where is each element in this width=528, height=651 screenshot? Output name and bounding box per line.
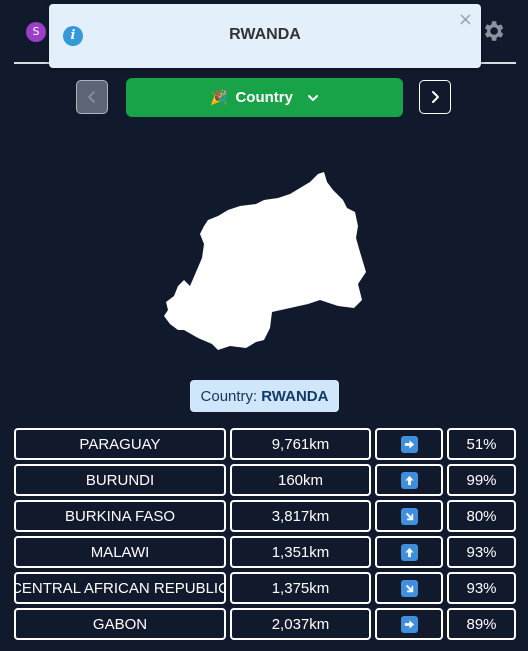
guess-country: GABON — [14, 608, 226, 640]
guess-row: CENTRAL AFRICAN REPUBLIC 1,375km 93% — [14, 572, 516, 608]
guess-country: PARAGUAY — [14, 428, 226, 460]
close-icon[interactable]: × — [457, 9, 473, 30]
party-popper-icon: 🎉 — [210, 89, 228, 106]
guess-direction — [375, 464, 443, 496]
arrow-east-icon — [400, 615, 418, 633]
guess-row: BURUNDI 160km 99% — [14, 464, 516, 500]
answer-country-name: RWANDA — [261, 387, 329, 405]
guess-percent: 93% — [447, 572, 516, 604]
info-icon: i — [63, 26, 83, 46]
guess-direction — [375, 500, 443, 532]
guess-country: BURUNDI — [14, 464, 226, 496]
arrow-southeast-icon — [400, 507, 418, 525]
arrow-north-icon — [400, 543, 418, 561]
guess-distance: 3,817km — [230, 500, 371, 532]
toast-title: RWANDA — [229, 26, 301, 43]
dropdown-label: Country — [235, 89, 293, 106]
guess-direction — [375, 608, 443, 640]
guess-distance: 2,037km — [230, 608, 371, 640]
chevron-down-icon — [307, 94, 318, 101]
previous-button[interactable] — [76, 80, 108, 114]
next-button[interactable] — [419, 80, 451, 114]
arrow-southeast-icon — [400, 579, 418, 597]
answer-label: Country: RWANDA — [190, 380, 339, 412]
mode-dropdown[interactable]: 🎉 Country — [126, 78, 403, 117]
guess-percent: 93% — [447, 536, 516, 568]
guess-distance: 1,375km — [230, 572, 371, 604]
chevron-right-icon — [432, 91, 439, 103]
guess-country: MALAWI — [14, 536, 226, 568]
avatar[interactable]: S — [26, 22, 46, 42]
gear-icon[interactable] — [480, 18, 506, 44]
guess-percent: 99% — [447, 464, 516, 496]
guess-country: CENTRAL AFRICAN REPUBLIC — [14, 572, 226, 604]
guess-direction — [375, 572, 443, 604]
answer-prefix: Country: — [200, 387, 258, 405]
guess-direction — [375, 428, 443, 460]
guess-percent: 89% — [447, 608, 516, 640]
arrow-north-icon — [400, 471, 418, 489]
guess-direction — [375, 536, 443, 568]
guess-row: GABON 2,037km 89% — [14, 608, 516, 644]
chevron-left-icon — [88, 91, 95, 103]
answer-toast: i RWANDA × — [49, 4, 481, 68]
guess-distance: 9,761km — [230, 428, 371, 460]
arrow-east-icon — [400, 435, 418, 453]
guess-distance: 160km — [230, 464, 371, 496]
guess-row: BURKINA FASO 3,817km 80% — [14, 500, 516, 536]
guess-row: MALAWI 1,351km 93% — [14, 536, 516, 572]
guess-country: BURKINA FASO — [14, 500, 226, 532]
guess-percent: 80% — [447, 500, 516, 532]
country-silhouette — [164, 172, 366, 350]
guess-distance: 1,351km — [230, 536, 371, 568]
guess-percent: 51% — [447, 428, 516, 460]
guess-row: PARAGUAY 9,761km 51% — [14, 428, 516, 464]
guesses-list: PARAGUAY 9,761km 51% BURUNDI 160km 99% B… — [14, 428, 516, 644]
